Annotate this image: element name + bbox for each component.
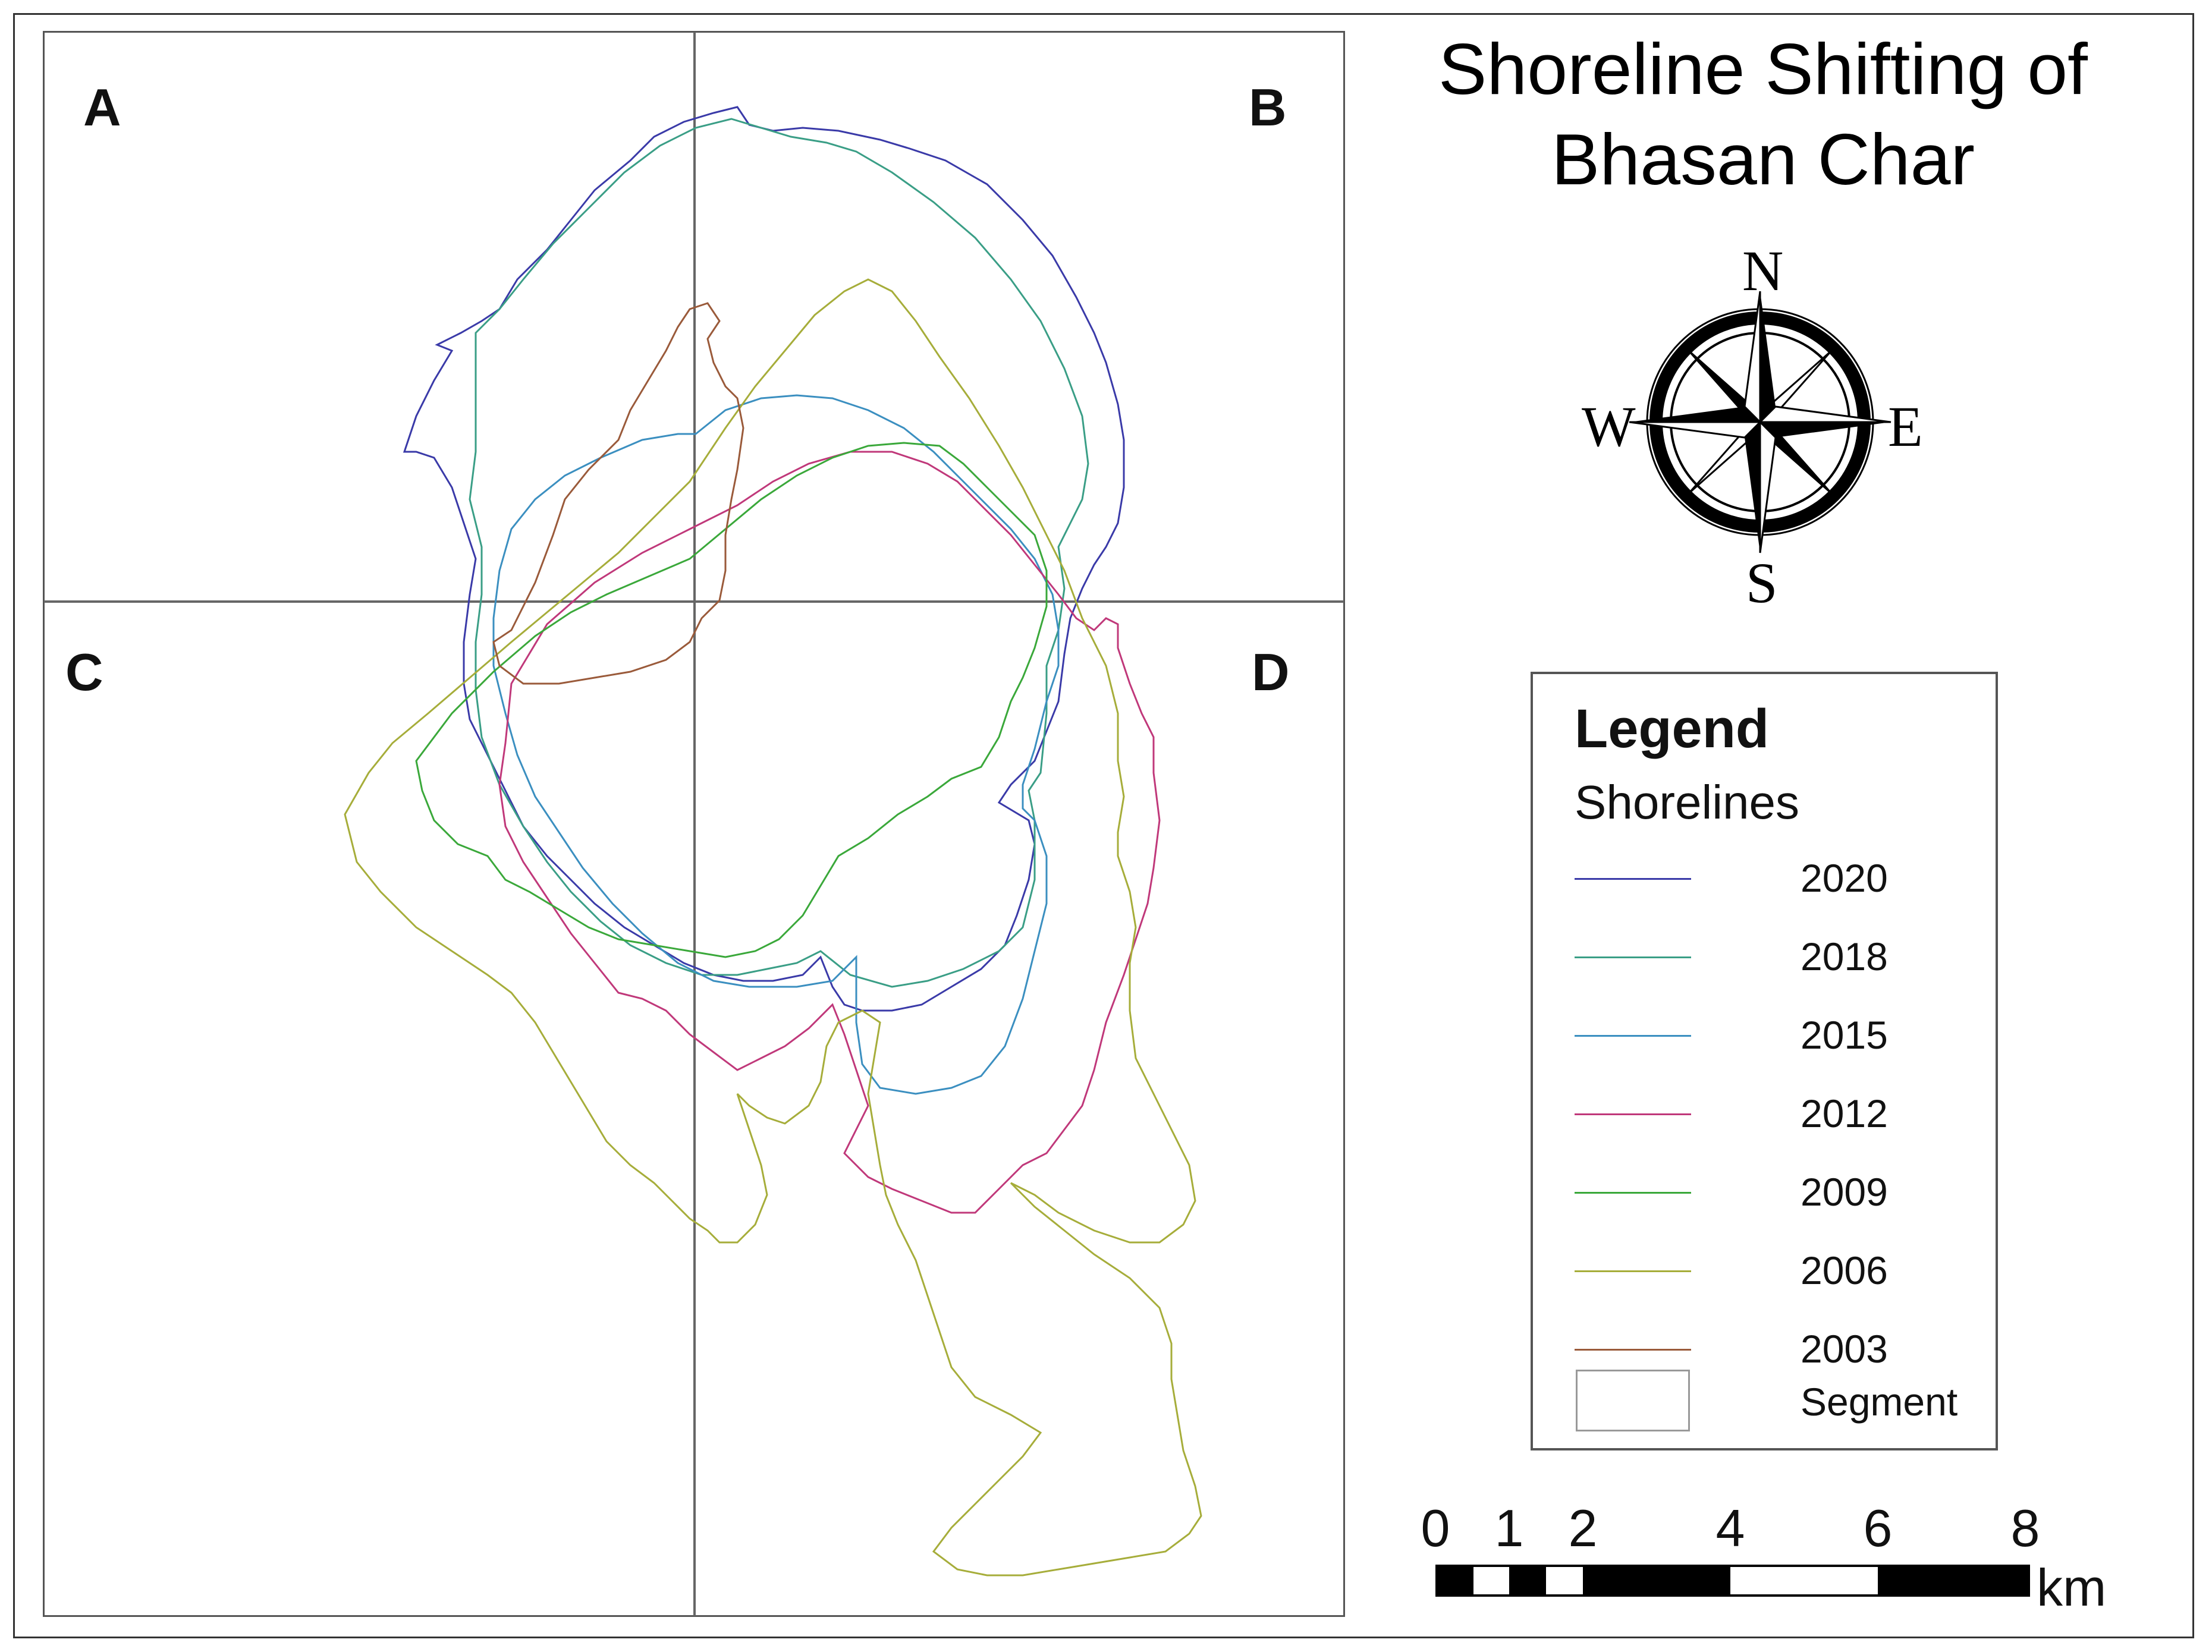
scale-tick-label: 0: [1421, 1499, 1450, 1557]
legend-item: 2009: [1533, 1168, 1997, 1216]
map-frame: [43, 31, 1345, 1617]
legend-swatch: [1575, 956, 1691, 958]
segment-label-a: A: [83, 78, 121, 137]
shorelines-group: [344, 106, 1202, 1577]
legend-item-label: 2003: [1801, 1327, 1888, 1371]
map-outer-frame: [13, 13, 2194, 1638]
compass-south-label: S: [1746, 551, 1778, 615]
legend-item: 2015: [1533, 1011, 1997, 1059]
legend-segment-swatch: [1576, 1370, 1690, 1431]
legend-swatch: [1575, 1349, 1691, 1351]
shoreline-2003: [492, 302, 744, 685]
scale-bar-graphic: [1435, 1565, 2030, 1597]
scale-tick-label: 1: [1494, 1499, 1524, 1557]
legend-item-label: 2015: [1801, 1013, 1888, 1057]
legend-item: 2006: [1533, 1247, 1997, 1294]
map-title-line-1: Shoreline Shifting of: [1438, 29, 2088, 109]
legend-segment-label: Segment: [1801, 1380, 1958, 1424]
compass-rose-icon: [1629, 291, 1891, 553]
scale-tick-label: 4: [1715, 1499, 1745, 1557]
map-title: Shoreline Shifting of Bhasan Char: [1368, 24, 2158, 204]
map-title-line-2: Bhasan Char: [1551, 119, 1975, 200]
legend-swatch: [1575, 1113, 1691, 1115]
scale-tick-label: 2: [1568, 1499, 1598, 1557]
scale-tick-label: 8: [2010, 1499, 2040, 1557]
segment-label-b: B: [1249, 78, 1287, 137]
compass-north-label: N: [1742, 239, 1784, 303]
legend-item: 2018: [1533, 933, 1997, 980]
legend-item-label: 2006: [1801, 1248, 1888, 1292]
shoreline-2012: [498, 451, 1161, 1214]
legend-item-label: 2020: [1801, 856, 1888, 900]
scale-tick-label: 6: [1863, 1499, 1893, 1557]
shoreline-2009: [415, 442, 1048, 958]
legend: Legend Shorelines 2020 2018 2015 2012 20…: [1531, 672, 1998, 1450]
compass-rose: N S E W: [1582, 238, 1938, 615]
shoreline-2015: [492, 394, 1060, 1095]
segment-label-c: C: [65, 643, 103, 701]
scale-bar: 0 1 2 4 6 8 km: [1421, 1498, 2176, 1617]
legend-item: 2020: [1533, 854, 1997, 902]
compass-west-label: W: [1582, 395, 1636, 458]
legend-item-label: 2018: [1801, 934, 1888, 978]
legend-swatch: [1575, 1035, 1691, 1037]
segment-label-d: D: [1252, 643, 1290, 701]
legend-item: 2012: [1533, 1090, 1997, 1137]
shoreline-2018: [469, 118, 1089, 988]
scale-unit-label: km: [2037, 1558, 2107, 1617]
shoreline-2006: [344, 278, 1202, 1577]
legend-subtitle: Shorelines: [1575, 776, 1800, 829]
legend-swatch: [1575, 1192, 1691, 1194]
legend-title: Legend: [1575, 698, 1770, 759]
compass-east-label: E: [1888, 395, 1923, 458]
legend-swatch: [1575, 1270, 1691, 1272]
legend-swatch: [1575, 878, 1691, 880]
legend-item: 2003: [1533, 1325, 1997, 1373]
legend-item-label: 2009: [1801, 1170, 1888, 1214]
legend-item-label: 2012: [1801, 1091, 1888, 1135]
shoreline-2020: [403, 106, 1125, 1012]
